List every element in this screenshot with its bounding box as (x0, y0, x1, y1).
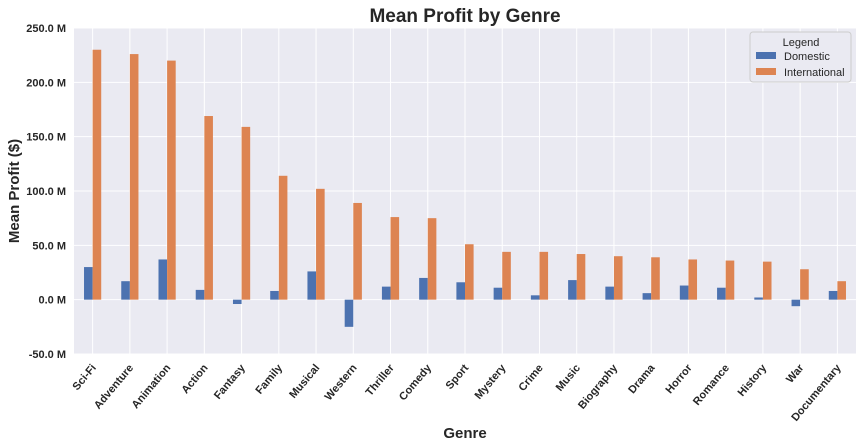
bar-international-documentary (837, 281, 846, 300)
bar-international-action (204, 116, 213, 300)
x-tick-label: War (784, 362, 807, 386)
chart-title: Mean Profit by Genre (369, 6, 560, 27)
bar-international-western (353, 202, 362, 300)
bar-international-sport (465, 244, 474, 300)
x-axis-label: Genre (443, 425, 486, 442)
bars (84, 49, 846, 327)
x-tick-label: Music (554, 362, 583, 394)
y-tick-label: 0.0 M (38, 295, 66, 307)
x-tick-label: Family (254, 362, 286, 397)
x-tick-label: History (736, 362, 770, 399)
bar-domestic-animation (158, 259, 168, 300)
x-tick-label: Crime (517, 362, 546, 394)
bar-domestic-horror (679, 285, 689, 300)
x-tick-label: Sci-Fi (70, 362, 98, 393)
bar-international-sci-fi (92, 49, 102, 300)
bar-international-war (800, 269, 809, 300)
bar-domestic-music (568, 280, 577, 300)
bar-international-comedy (427, 218, 437, 300)
bar-domestic-sci-fi (84, 267, 93, 300)
bar-domestic-thriller (381, 286, 391, 300)
bar-international-adventure (129, 54, 139, 300)
x-tick-label: Romance (691, 362, 732, 408)
bar-international-music (576, 254, 586, 300)
x-tick-label: Musical (287, 362, 322, 401)
bar-domestic-comedy (419, 277, 428, 300)
x-tick-label: Horror (664, 362, 696, 396)
bar-domestic-action (195, 289, 205, 300)
bar-international-animation (167, 60, 176, 300)
y-tick-label: 100.0 M (26, 186, 66, 198)
x-tick-label: Fantasy (212, 362, 248, 402)
x-tick-label: Thriller (364, 362, 398, 399)
x-tick-label: Animation (130, 362, 174, 411)
bar-domestic-crime (530, 295, 540, 300)
y-tick-label: -50.0 M (29, 349, 66, 361)
bar-international-fantasy (241, 126, 251, 300)
y-axis-ticks: -50.0 M 0.0 M 50.0 M 100.0 M 150.0 M 200.0 M 2… (26, 23, 66, 361)
bar-domestic-war (791, 299, 801, 307)
legend-swatch-domestic (756, 52, 776, 59)
bar-domestic-mystery (493, 287, 503, 300)
bar-international-drama (651, 257, 660, 300)
bar-international-biography (613, 256, 623, 300)
x-tick-label: Drama (626, 362, 658, 397)
bar-domestic-musical (307, 271, 317, 300)
bar-domestic-western (344, 299, 354, 327)
bar-international-history (762, 261, 772, 300)
y-tick-label: 250.0 M (26, 23, 66, 35)
legend-title: Legend (783, 37, 820, 49)
bar-international-horror (688, 259, 698, 300)
bar-international-thriller (390, 217, 400, 300)
bar-international-family (278, 175, 288, 300)
legend-label-international: International (784, 67, 845, 79)
bar-international-musical (316, 188, 325, 300)
bar-domestic-biography (605, 286, 614, 300)
bar-domestic-sport (456, 282, 465, 300)
y-tick-label: 150.0 M (26, 132, 66, 144)
bar-domestic-family (270, 290, 279, 300)
x-tick-label: Comedy (397, 362, 435, 404)
y-tick-label: 50.0 M (32, 240, 66, 252)
legend: Legend Domestic International (749, 31, 852, 83)
x-tick-label: Western (323, 362, 360, 403)
legend-swatch-international (756, 68, 776, 75)
x-tick-label: Sport (444, 362, 472, 392)
bar-domestic-history (754, 297, 763, 300)
bar-international-crime (539, 251, 549, 300)
bar-domestic-documentary (828, 290, 838, 300)
bar-domestic-romance (717, 287, 726, 300)
legend-label-domestic: Domestic (784, 51, 830, 63)
bar-international-romance (725, 260, 735, 300)
bar-domestic-adventure (121, 281, 130, 300)
x-tick-label: Mystery (473, 362, 509, 402)
bar-domestic-fantasy (232, 299, 242, 305)
x-tick-label: Biography (576, 362, 621, 412)
bar-international-mystery (502, 251, 511, 300)
bar-domestic-drama (642, 293, 652, 300)
x-tick-label: Action (179, 362, 210, 396)
y-axis-label: Mean Profit ($) (6, 139, 23, 243)
y-tick-label: 200.0 M (26, 77, 66, 89)
